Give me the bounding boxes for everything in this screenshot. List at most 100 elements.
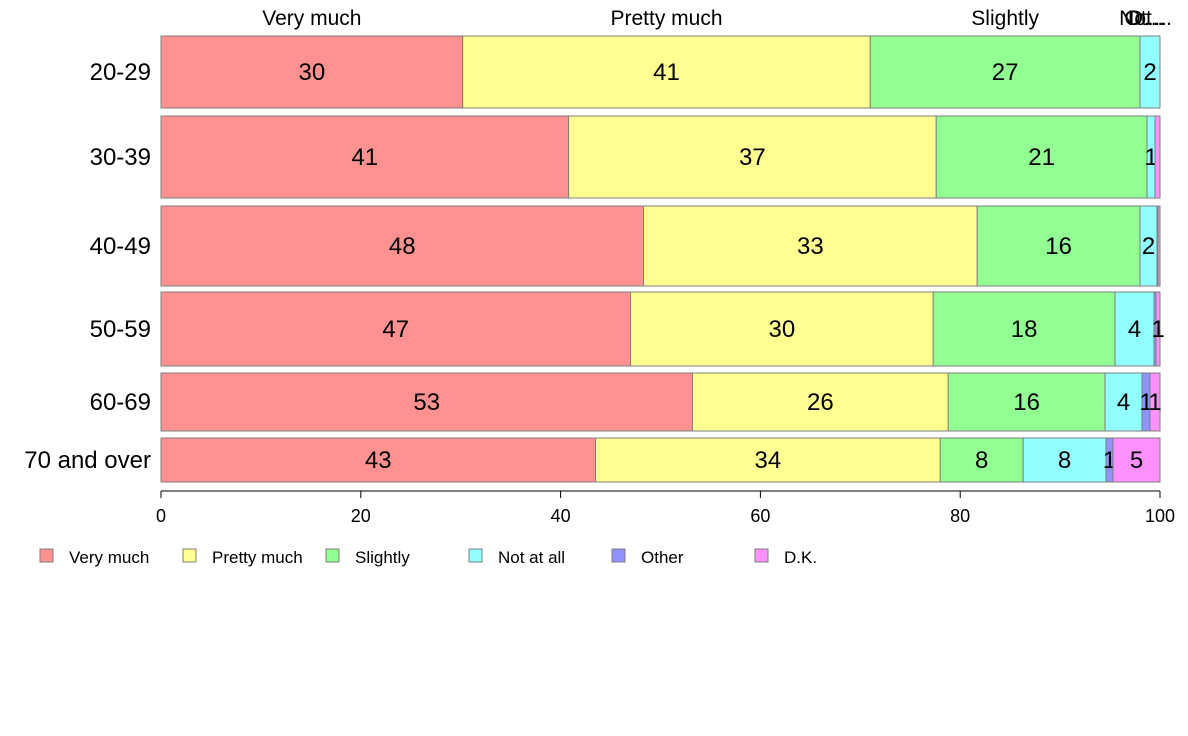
bar-segment — [1114, 291, 1155, 367]
bar-segment — [1104, 372, 1143, 432]
bar-segment — [160, 205, 645, 287]
top-series-label: Slightly — [971, 7, 1039, 30]
category-label: 60-69 — [90, 389, 151, 416]
bar-value-label: 2 — [1142, 233, 1155, 260]
bar-value-label: 4 — [1117, 389, 1130, 416]
legend-item: Slightly — [325, 548, 410, 567]
bar-value-label: 53 — [413, 389, 440, 416]
bar-segment — [160, 291, 632, 367]
bar-segment — [1149, 372, 1161, 432]
legend-item: Not at all — [468, 548, 565, 567]
bar-value-label: 43 — [365, 447, 392, 474]
bar-row: 30 41 27 2 — [160, 35, 1161, 109]
bar-value-label: 41 — [653, 59, 680, 86]
x-tick-label: 0 — [156, 506, 166, 526]
legend-item: Pretty much — [182, 548, 303, 567]
bar-segment — [160, 437, 597, 483]
category-label: 20-29 — [90, 59, 151, 86]
bar-segment — [643, 205, 978, 287]
category-label: 70 and over — [24, 447, 151, 474]
bar-segment — [947, 372, 1106, 432]
category-label: 50-59 — [90, 316, 151, 343]
bar-segment — [160, 35, 464, 109]
bar-value-label: 1 — [1151, 316, 1164, 343]
legend-label: Not at all — [498, 548, 565, 567]
legend-swatch — [611, 548, 626, 563]
bar-segment — [160, 372, 693, 432]
category-label: 40-49 — [90, 233, 151, 260]
bar-segment — [935, 115, 1148, 199]
legend-label: D.K. — [784, 548, 817, 567]
bar-segment — [939, 437, 1024, 483]
bar-segment — [976, 205, 1141, 287]
bar-segment — [595, 437, 941, 483]
category-label: 30-39 — [90, 144, 151, 171]
bar-segment — [691, 372, 949, 432]
legend: Very much Pretty much Slightly Not at all Ot… — [39, 548, 817, 567]
legend-item: Very much — [39, 548, 149, 567]
bar-value-label: 30 — [769, 316, 796, 343]
bar-segment — [1154, 115, 1161, 199]
legend-item: Other — [611, 548, 684, 567]
top-series-label: Ot… — [1124, 7, 1167, 30]
bar-value-label: 27 — [992, 59, 1019, 86]
bar-value-label: 21 — [1028, 144, 1055, 171]
legend-swatch — [468, 548, 483, 563]
bar-value-label: 1 — [1139, 389, 1152, 416]
legend-swatch — [39, 548, 54, 563]
legend-item: D.K. — [754, 548, 817, 567]
bar-area: 30 41 27 241 37 21 148 33 16 247 30 18 4 153 26 16 4 1143… — [160, 35, 1165, 483]
legend-label: Very much — [69, 548, 149, 567]
bar-row: 48 33 16 2 — [160, 205, 1161, 287]
legend-label: Pretty much — [212, 548, 303, 567]
bar-value-label: 5 — [1130, 447, 1143, 474]
x-tick-label: 20 — [351, 506, 371, 526]
bar-row: 43 34 8 8 1 5 — [160, 437, 1161, 483]
category-axis-labels: 20-29 30-39 40-49 50-59 60-69 70 and over — [24, 59, 151, 474]
legend-label: Other — [641, 548, 684, 567]
bar-segment — [1022, 437, 1107, 483]
bar-value-label: 33 — [797, 233, 824, 260]
bar-segment — [932, 291, 1116, 367]
bar-row: 47 30 18 4 1 — [160, 291, 1165, 367]
bar-segment — [1112, 437, 1161, 483]
x-tick-label: 60 — [750, 506, 770, 526]
bar-value-label: 18 — [1011, 316, 1038, 343]
legend-swatch — [754, 548, 769, 563]
bar-value-label: 8 — [1058, 447, 1071, 474]
bar-value-label: 16 — [1045, 233, 1072, 260]
bar-value-label: 41 — [351, 144, 378, 171]
top-category-labels: Very much Pretty much Slightly Not…Ot…D… — [262, 7, 1173, 30]
legend-swatch — [182, 548, 197, 563]
bar-value-label: 1 — [1144, 144, 1157, 171]
bar-row: 41 37 21 1 — [160, 115, 1161, 199]
bar-value-label: 48 — [389, 233, 416, 260]
bar-segment — [630, 291, 934, 367]
x-tick-label: 100 — [1145, 506, 1175, 526]
bar-value-label: 37 — [739, 144, 766, 171]
bar-segment — [1155, 291, 1161, 367]
legend-swatch — [325, 548, 340, 563]
bar-value-label: 4 — [1128, 316, 1141, 343]
bar-segment — [869, 35, 1141, 109]
top-series-label: Pretty much — [610, 7, 722, 30]
bar-value-label: 16 — [1013, 389, 1040, 416]
legend-label: Slightly — [355, 548, 410, 567]
bar-value-label: 8 — [975, 447, 988, 474]
bar-segment — [1139, 35, 1161, 109]
bar-value-label: 26 — [807, 389, 834, 416]
bar-row: 53 26 16 4 11 — [160, 372, 1162, 432]
bar-value-label: 2 — [1143, 59, 1156, 86]
x-tick-label: 40 — [551, 506, 571, 526]
bar-value-label: 34 — [755, 447, 782, 474]
bar-segment — [568, 115, 937, 199]
x-axis: 0 20 40 60 80 100 — [156, 490, 1175, 526]
top-series-label: D… — [1128, 7, 1164, 30]
x-tick-label: 80 — [950, 506, 970, 526]
bar-value-label: 30 — [298, 59, 325, 86]
bar-value-label: 47 — [382, 316, 409, 343]
top-series-label: Not… — [1119, 7, 1173, 30]
bar-value-label: 1 — [1148, 389, 1161, 416]
bar-segment — [1157, 205, 1161, 287]
